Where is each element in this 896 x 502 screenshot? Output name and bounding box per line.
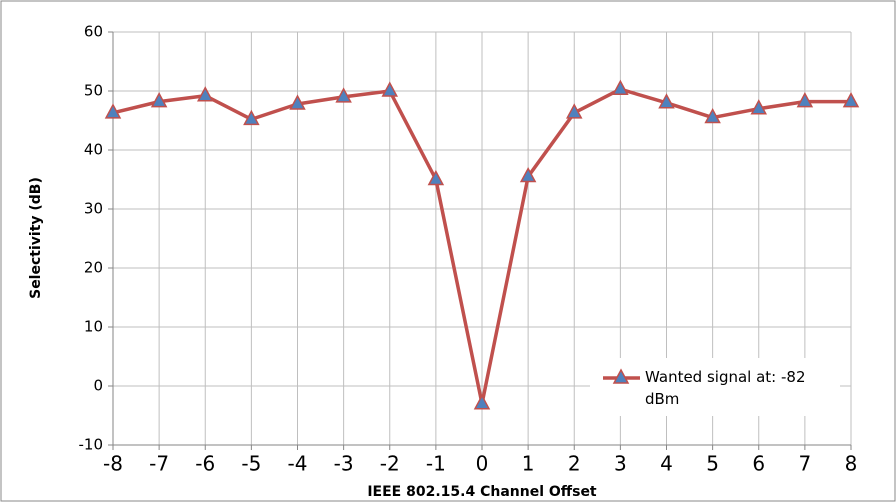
x-tick-label: 0 <box>476 452 489 476</box>
x-tick-label: -3 <box>334 452 354 476</box>
x-tick-label: -4 <box>288 452 308 476</box>
point-marker <box>473 394 491 410</box>
x-tick-label: -7 <box>149 452 169 476</box>
point-marker <box>796 92 814 108</box>
x-tick-label: -2 <box>380 452 400 476</box>
legend-marker <box>612 368 630 384</box>
point-marker <box>427 169 445 186</box>
x-tick-label: -1 <box>426 452 446 476</box>
y-tick-label: 60 <box>84 23 103 41</box>
legend-label: Wanted signal at: -82 dBm <box>645 368 806 408</box>
point-marker <box>104 103 122 119</box>
point-marker <box>335 87 352 103</box>
y-tick-label: 20 <box>84 259 103 277</box>
y-tick-label: 40 <box>84 141 103 159</box>
x-tick-label: 6 <box>752 452 765 476</box>
legend-box <box>590 358 840 416</box>
point-marker <box>196 86 214 102</box>
x-tick-label: -8 <box>103 452 123 476</box>
x-axis-title: IEEE 802.15.4 Channel Offset <box>367 484 597 500</box>
x-tick-label: -6 <box>195 452 215 476</box>
y-tick-label: 30 <box>84 200 103 218</box>
point-marker <box>704 107 721 124</box>
x-tick-label: 3 <box>614 452 627 476</box>
x-tick-label: 5 <box>706 452 719 476</box>
y-axis-title: Selectivity (dB) <box>28 177 44 299</box>
point-marker <box>612 79 629 95</box>
point-marker <box>289 94 306 110</box>
x-tick-label: 2 <box>568 452 581 476</box>
y-tick-label: 10 <box>84 318 103 336</box>
point-marker <box>842 92 860 108</box>
y-tick-label: 0 <box>93 377 103 395</box>
x-tick-label: 7 <box>799 452 812 476</box>
y-tick-label: 50 <box>84 82 103 100</box>
point-marker <box>750 99 768 115</box>
point-marker <box>565 103 583 119</box>
point-marker <box>658 93 675 109</box>
point-marker <box>150 92 168 108</box>
x-tick-label: 1 <box>522 452 535 476</box>
point-marker <box>519 166 537 183</box>
point-marker <box>381 81 399 97</box>
point-marker <box>243 109 260 126</box>
x-tick-label: -5 <box>241 452 261 476</box>
x-tick-label: 4 <box>660 452 673 476</box>
x-tick-label: 8 <box>845 452 858 476</box>
y-tick-label: -10 <box>79 436 104 454</box>
